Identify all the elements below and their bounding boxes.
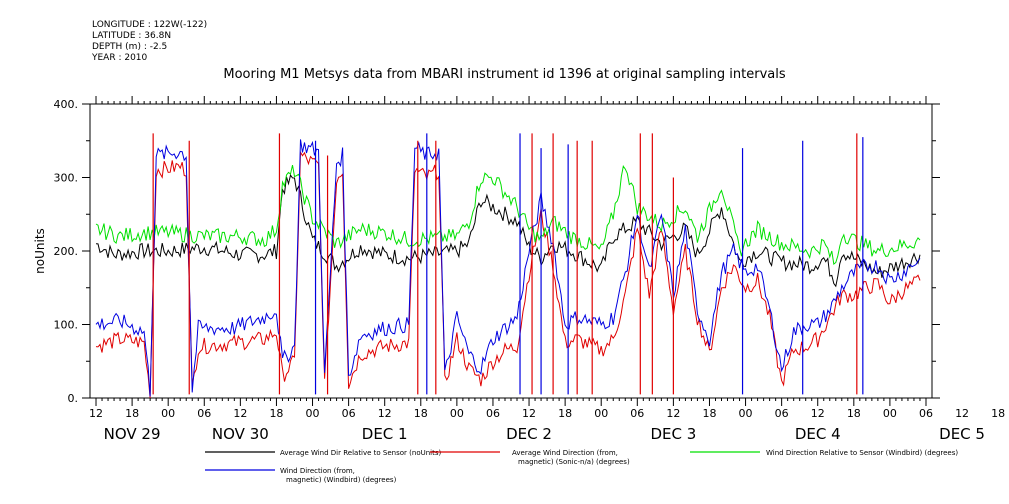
y-tick-label: 300. xyxy=(54,172,79,185)
x-hour-label: 18 xyxy=(702,407,716,420)
x-hour-label: 00 xyxy=(306,407,320,420)
x-hour-label: 00 xyxy=(161,407,175,420)
x-hour-label: 06 xyxy=(342,407,356,420)
chart-title: Mooring M1 Metsys data from MBARI instru… xyxy=(223,67,786,82)
y-axis-label: noUnits xyxy=(33,228,47,274)
series-green-line xyxy=(95,164,921,266)
x-day-label: DEC 1 xyxy=(362,425,408,443)
x-hour-label: 12 xyxy=(811,407,825,420)
x-hour-label: 06 xyxy=(197,407,211,420)
legend-green-label: Wind Direction Relative to Sensor (Windb… xyxy=(766,449,958,457)
x-hour-label: 00 xyxy=(883,407,897,420)
x-hour-label: 12 xyxy=(666,407,680,420)
y-tick-label: 100. xyxy=(54,319,79,332)
x-day-label: DEC 3 xyxy=(650,425,696,443)
x-day-label: NOV 29 xyxy=(104,425,161,443)
series-blue-line xyxy=(95,139,921,397)
x-day-label: DEC 5 xyxy=(939,425,985,443)
x-hour-label: 00 xyxy=(739,407,753,420)
series-black-line xyxy=(95,174,921,288)
legend-blue-label: magnetic) (Windbird) (degrees) xyxy=(286,476,397,484)
x-hour-label: 12 xyxy=(955,407,969,420)
x-hour-label: 12 xyxy=(522,407,536,420)
legend-red-label: magnetic) (Sonic-n/a) (degrees) xyxy=(518,458,630,466)
x-day-label: DEC 2 xyxy=(506,425,552,443)
x-hour-label: 18 xyxy=(991,407,1005,420)
meta-latitude: LATITUDE : 36.8N xyxy=(92,31,172,41)
y-tick-label: 0. xyxy=(68,392,79,405)
legend-red-label: Average Wind Direction (from, xyxy=(512,449,618,457)
meta-year: YEAR : 2010 xyxy=(92,53,148,63)
meta-longitude: LONGITUDE : 122W(-122) xyxy=(92,20,208,30)
meta-depth: DEPTH (m) : -2.5 xyxy=(92,42,168,52)
metadata-block: LONGITUDE : 122W(-122) LATITUDE : 36.8N … xyxy=(92,20,207,64)
x-hour-label: 18 xyxy=(414,407,428,420)
x-day-label: DEC 4 xyxy=(795,425,841,443)
x-hour-label: 18 xyxy=(125,407,139,420)
x-hour-label: 06 xyxy=(630,407,644,420)
x-hour-label: 18 xyxy=(269,407,283,420)
plot-frame xyxy=(89,103,933,399)
x-hour-label: 00 xyxy=(450,407,464,420)
x-hour-label: 06 xyxy=(919,407,933,420)
x-hour-label: 12 xyxy=(89,407,103,420)
series-red-line xyxy=(95,150,921,398)
y-tick-label: 200. xyxy=(54,245,79,258)
y-tick-label: 400. xyxy=(54,98,79,111)
x-hour-label: 06 xyxy=(775,407,789,420)
legend-blue-label: Wind Direction (from, xyxy=(280,467,355,475)
x-hour-label: 00 xyxy=(594,407,608,420)
x-hour-label: 12 xyxy=(378,407,392,420)
legend-black-label: Average Wind Dir Relative to Sensor (noU… xyxy=(280,449,441,457)
x-day-label: NOV 30 xyxy=(212,425,269,443)
x-hour-label: 12 xyxy=(233,407,247,420)
x-hour-label: 18 xyxy=(847,407,861,420)
x-hour-label: 06 xyxy=(486,407,500,420)
x-hour-label: 18 xyxy=(558,407,572,420)
